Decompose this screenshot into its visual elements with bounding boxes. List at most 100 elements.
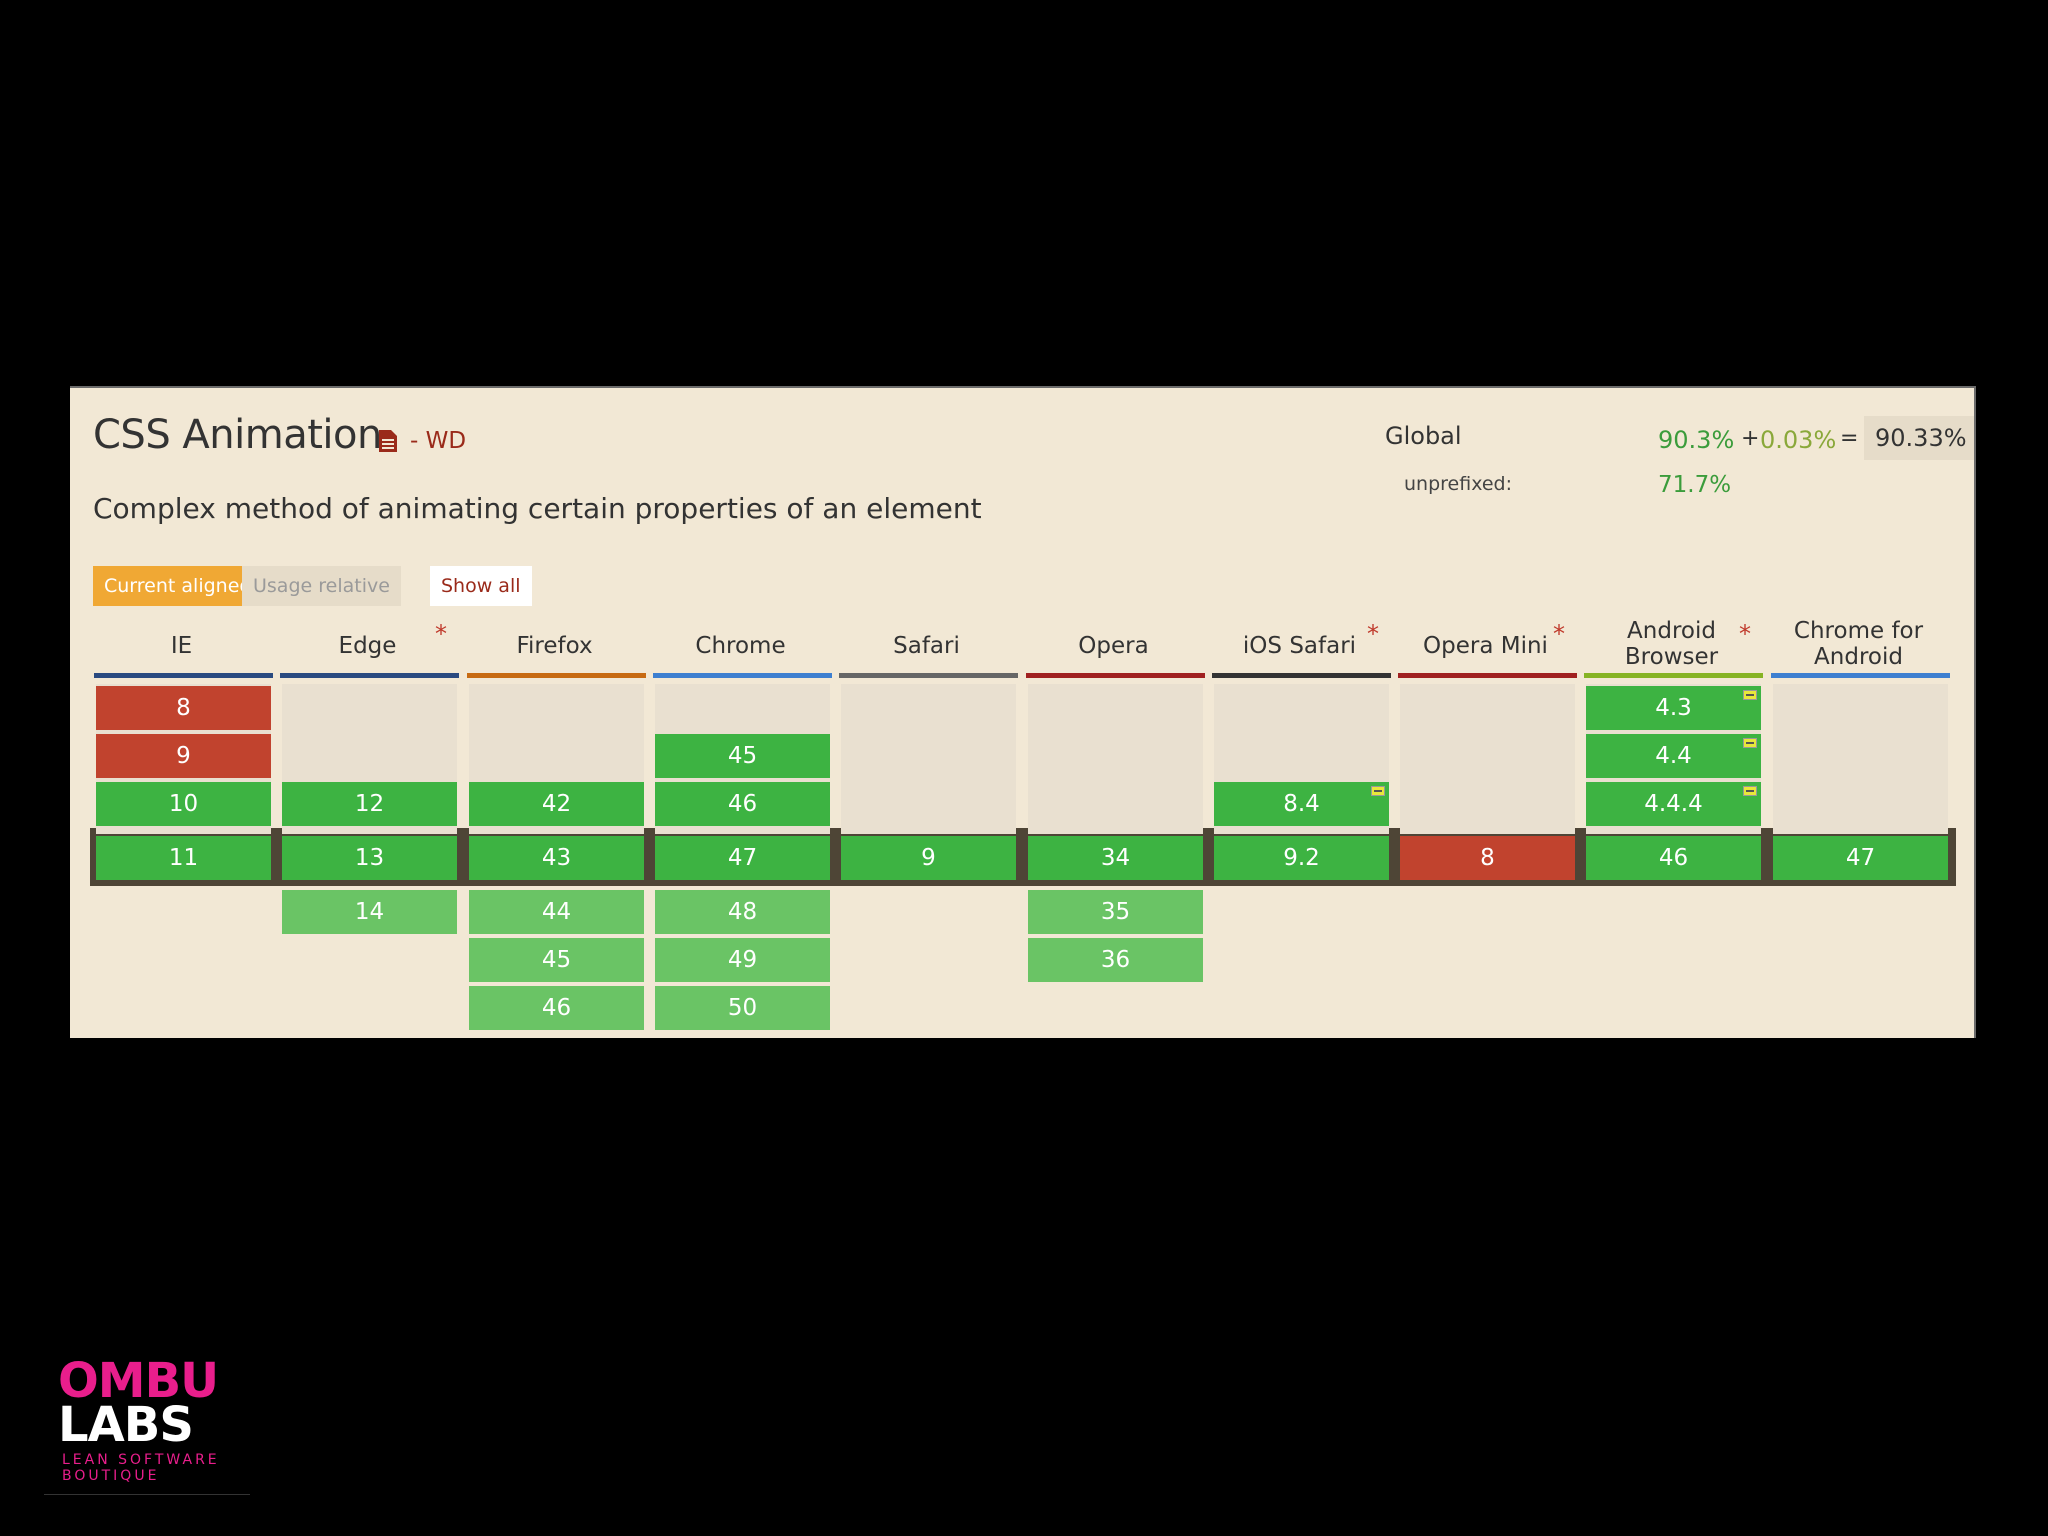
version-label: 46 [1658,845,1689,871]
document-icon[interactable] [379,430,397,452]
supported-percentage: 90.3% [1658,426,1735,454]
browser-header-safari: Safari [893,633,960,659]
tab-usage-relative[interactable]: Usage relative [242,566,401,606]
column-background [1773,684,1948,834]
version-label: 48 [727,899,758,925]
version-cell-firefox[interactable]: 44 [469,890,644,934]
version-cell-firefox[interactable]: 45 [469,938,644,982]
version-cell-firefox[interactable]: 42 [469,782,644,826]
note-asterisk[interactable]: * [1553,620,1565,648]
version-label: 36 [1100,947,1131,973]
partial-support-icon [1743,738,1757,748]
partial-support-icon [1743,690,1757,700]
unprefixed-label: unprefixed: [1404,473,1513,495]
version-cell-firefox[interactable]: 46 [469,986,644,1030]
version-cell-edge[interactable]: 12 [282,782,457,826]
version-label: 11 [168,845,199,871]
version-cell-ios-safari[interactable]: 9.2 [1214,836,1389,880]
version-cell-opera[interactable]: 35 [1028,890,1203,934]
plus-sign: + [1741,426,1760,451]
browser-header-chrome-for-android: Chrome for Android [1793,618,1924,670]
version-cell-ie[interactable]: 8 [96,686,271,730]
version-label: 49 [727,947,758,973]
column-background [1028,684,1203,834]
version-label: 50 [727,995,758,1021]
version-cell-chrome[interactable]: 49 [655,938,830,982]
version-cell-opera-mini[interactable]: 8 [1400,836,1575,880]
equals-sign: = [1840,426,1859,451]
version-cell-android-browser[interactable]: 46 [1586,836,1761,880]
version-cell-android-browser[interactable]: 4.4 [1586,734,1761,778]
version-cell-firefox[interactable]: 43 [469,836,644,880]
show-all-button[interactable]: Show all [430,566,532,606]
version-label: 47 [727,845,758,871]
browser-header-android-browser: Android Browser [1624,618,1719,670]
version-label: 47 [1845,845,1876,871]
version-label: 45 [541,947,572,973]
version-label: 4.4.4 [1644,791,1703,817]
version-label: 12 [354,791,385,817]
version-cell-ie[interactable]: 11 [96,836,271,880]
version-label: 10 [168,791,199,817]
version-cell-chrome[interactable]: 46 [655,782,830,826]
browser-color-bar [1026,673,1205,678]
version-label: 14 [354,899,385,925]
version-cell-android-browser[interactable]: 4.3 [1586,686,1761,730]
version-cell-safari[interactable]: 9 [841,836,1016,880]
version-cell-android-browser[interactable]: 4.4.4 [1586,782,1761,826]
version-cell-chrome[interactable]: 45 [655,734,830,778]
logo-line-2: LABS [58,1397,194,1453]
version-label: 45 [727,743,758,769]
browser-header-edge: Edge [338,633,397,659]
version-cell-edge[interactable]: 13 [282,836,457,880]
version-label: 9 [176,743,191,769]
version-label: 9.2 [1283,845,1320,871]
browser-header-opera: Opera [1078,633,1149,659]
note-asterisk[interactable]: * [435,620,447,648]
browser-color-bar [1212,673,1391,678]
column-background [1400,684,1575,834]
note-asterisk[interactable]: * [1367,620,1379,648]
tab-current-aligned[interactable]: Current aligned [93,566,263,606]
version-label: 8 [1480,845,1495,871]
total-percentage: 90.33% [1864,416,1974,460]
version-cell-ie[interactable]: 10 [96,782,271,826]
version-cell-chrome-for-android[interactable]: 47 [1773,836,1948,880]
version-label: 46 [727,791,758,817]
browser-header-opera-mini: Opera Mini [1423,633,1548,659]
partial-percentage: 0.03% [1760,426,1837,454]
version-label: 44 [541,899,572,925]
browser-color-bar [467,673,646,678]
version-label: 13 [354,845,385,871]
version-cell-chrome[interactable]: 50 [655,986,830,1030]
version-cell-edge[interactable]: 14 [282,890,457,934]
note-asterisk[interactable]: * [1739,620,1751,648]
browser-color-bar [280,673,459,678]
version-label: 9 [921,845,936,871]
browser-color-bar [1398,673,1577,678]
feature-panel: CSS Animation - WD Complex method of ani… [70,386,1976,1038]
logo-line-1: OMBU [58,1353,219,1409]
version-cell-chrome[interactable]: 48 [655,890,830,934]
column-background [841,684,1016,834]
browser-color-bar [653,673,832,678]
logo-divider [44,1494,250,1495]
version-cell-chrome[interactable]: 47 [655,836,830,880]
version-label: 4.4 [1655,743,1692,769]
version-label: 8 [176,695,191,721]
logo-tagline: LEAN SOFTWARE BOUTIQUE [62,1452,220,1484]
feature-title: CSS Animation [93,412,382,458]
browser-color-bar [1584,673,1763,678]
browser-header-ios-safari: iOS Safari [1242,633,1357,659]
feature-description: Complex method of animating certain prop… [93,492,982,525]
version-cell-opera[interactable]: 36 [1028,938,1203,982]
unprefixed-percentage: 71.7% [1658,472,1732,498]
version-cell-ios-safari[interactable]: 8.4 [1214,782,1389,826]
version-cell-ie[interactable]: 9 [96,734,271,778]
browser-color-bar [839,673,1018,678]
version-label: 46 [541,995,572,1021]
browser-color-bar [94,673,273,678]
spec-status[interactable]: - WD [410,428,467,454]
version-label: 42 [541,791,572,817]
version-cell-opera[interactable]: 34 [1028,836,1203,880]
